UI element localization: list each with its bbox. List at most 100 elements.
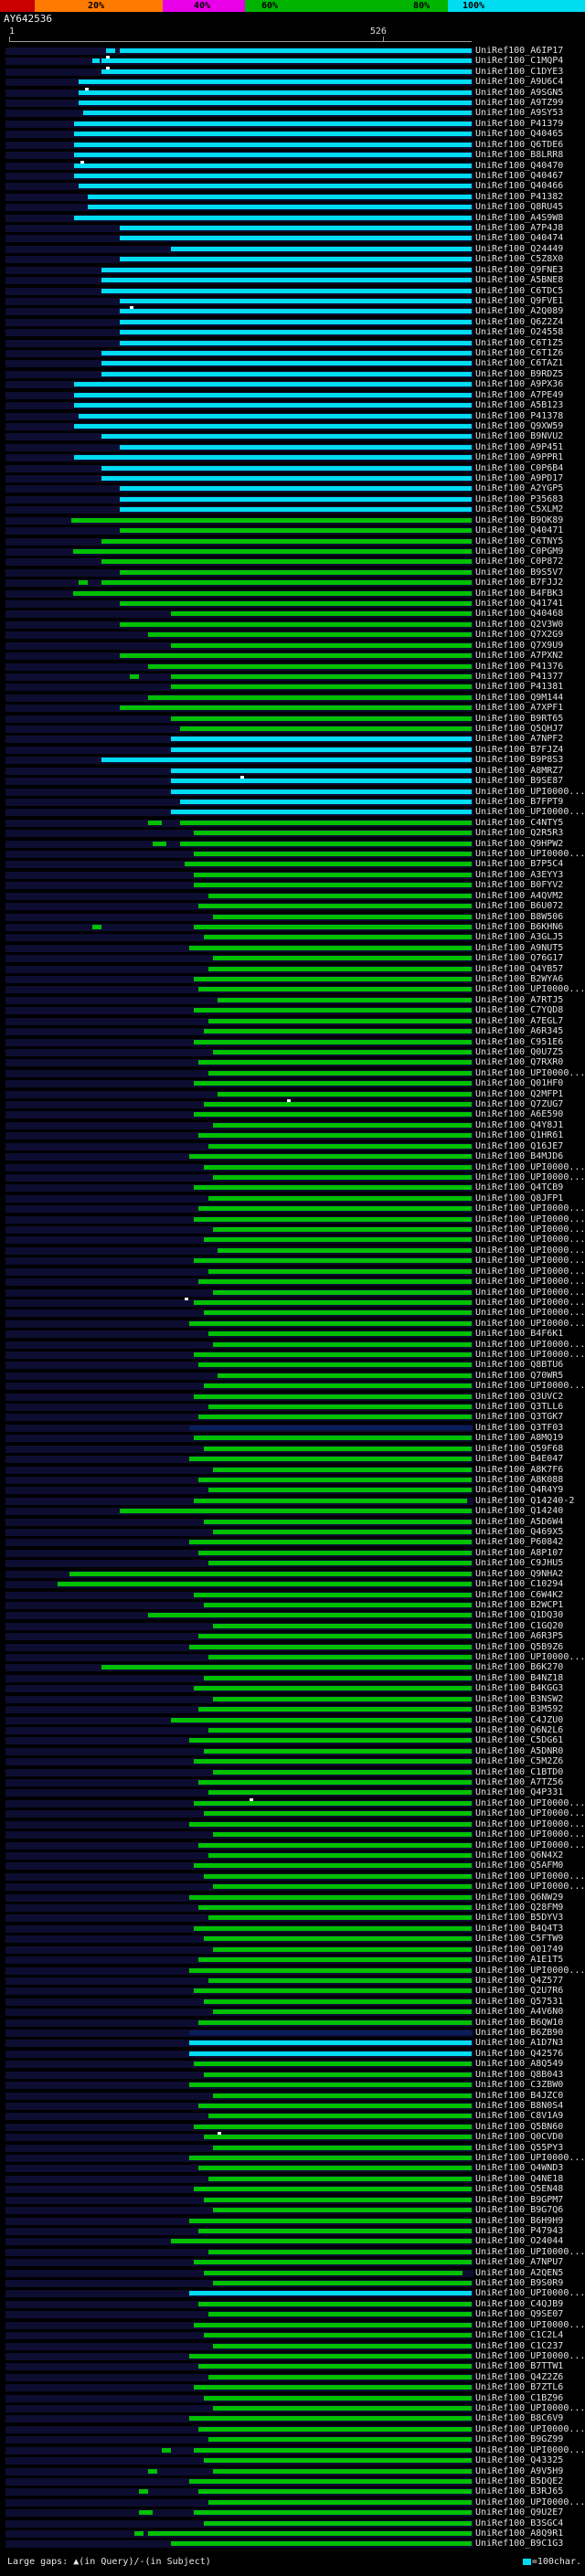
alignment-row[interactable]: UniRef100_C5XLM2 [0,504,585,514]
hit-accession-link[interactable]: UniRef100_Q28FM9 [475,1903,564,1913]
alignment-bar[interactable] [194,1394,472,1399]
alignment-row[interactable]: UniRef100_B4JZC0 [0,2091,585,2101]
alignment-bar[interactable] [101,351,472,356]
hit-accession-link[interactable]: UniRef100_B3M592 [475,1704,564,1715]
alignment-row[interactable]: UniRef100_Q28FM9 [0,1903,585,1913]
alignment-row[interactable]: UniRef100_C1MQP4 [0,56,585,66]
alignment-row[interactable]: UniRef100_A9U6C4 [0,77,585,87]
alignment-row[interactable]: UniRef100_Q7RXR0 [0,1057,585,1067]
alignment-row[interactable]: UniRef100_Q7X2G9 [0,630,585,640]
hit-accession-link[interactable]: UniRef100_C1BTD0 [475,1766,564,1777]
alignment-bar[interactable] [212,914,472,919]
alignment-row[interactable]: UniRef100_UPI0000... [0,1966,585,1976]
alignment-bar[interactable] [194,1216,472,1222]
hit-accession-link[interactable]: UniRef100_P41379 [475,118,564,129]
hit-accession-link[interactable]: UniRef100_UPI0000... [475,1224,585,1235]
alignment-row[interactable]: UniRef100_Q8B043 [0,2070,585,2080]
alignment-row[interactable]: UniRef100_UPI0000... [0,1819,585,1829]
alignment-row[interactable]: UniRef100_B5DQE2 [0,2476,585,2486]
alignment-bar[interactable] [194,2187,472,2192]
alignment-bar[interactable] [212,1289,472,1295]
hit-accession-link[interactable]: UniRef100_B8W506 [475,911,564,922]
hit-accession-link[interactable]: UniRef100_UPI0000... [475,1245,585,1256]
alignment-bar[interactable] [203,1936,472,1942]
hit-accession-link[interactable]: UniRef100_B2WCP1 [475,1599,564,1610]
alignment-row[interactable]: UniRef100_C0P6B4 [0,463,585,473]
alignment-bar[interactable] [203,1519,472,1524]
hit-accession-link[interactable]: UniRef100_Q4WND3 [475,2163,564,2174]
alignment-row[interactable]: UniRef100_Q2MFP1 [0,1089,585,1099]
hit-accession-link[interactable]: UniRef100_A5D6W4 [475,1516,564,1527]
alignment-bar[interactable] [69,1571,472,1576]
hit-accession-link[interactable]: UniRef100_Q4Z577 [475,1975,564,1986]
alignment-row[interactable]: UniRef100_Q40465 [0,129,585,139]
alignment-row[interactable]: UniRef100_Q9FNE3 [0,265,585,275]
alignment-bar[interactable] [207,1070,472,1076]
alignment-row[interactable]: UniRef100_UPI0000... [0,1203,585,1214]
alignment-row[interactable]: UniRef100_Q14240-2 [0,1496,585,1506]
alignment-row[interactable]: UniRef100_B8LRR8 [0,150,585,160]
hit-accession-link[interactable]: UniRef100_UPI0000... [475,2423,585,2434]
hit-accession-link[interactable]: UniRef100_A8K088 [475,1474,564,1485]
alignment-row[interactable]: UniRef100_C5Z8X0 [0,254,585,264]
hit-accession-link[interactable]: UniRef100_UPI0000... [475,1818,585,1829]
hit-accession-link[interactable]: UniRef100_Q3TLL6 [475,1402,564,1413]
hit-accession-link[interactable]: UniRef100_P41376 [475,661,564,672]
alignment-row[interactable]: UniRef100_Q5B9Z6 [0,1642,585,1652]
alignment-bar[interactable] [73,153,472,158]
alignment-row[interactable]: UniRef100_Q43325 [0,2455,585,2465]
hit-accession-link[interactable]: UniRef100_O24044 [475,2236,564,2247]
alignment-row[interactable]: UniRef100_B4Q4T3 [0,1924,585,1934]
hit-accession-link[interactable]: UniRef100_C0P872 [475,557,564,567]
hit-accession-link[interactable]: UniRef100_UPI0000... [475,1256,585,1267]
hit-accession-link[interactable]: UniRef100_A8MRZ7 [475,765,564,776]
alignment-bar[interactable] [194,1592,472,1597]
alignment-row[interactable]: UniRef100_Q9NHA2 [0,1569,585,1579]
alignment-row[interactable]: UniRef100_Q3TF03 [0,1423,585,1433]
hit-accession-link[interactable]: UniRef100_A9PPR1 [475,452,564,463]
hit-accession-link[interactable]: UniRef100_UPI0000... [475,1235,585,1246]
hit-accession-link[interactable]: UniRef100_A8MQ19 [475,1433,564,1444]
alignment-row[interactable]: UniRef100_B8N0S4 [0,2101,585,2111]
alignment-bar[interactable] [101,58,472,64]
alignment-row[interactable]: UniRef100_A6R345 [0,1026,585,1036]
hit-accession-link[interactable]: UniRef100_Q4TCB9 [475,1182,564,1193]
alignment-bar[interactable] [207,1915,472,1921]
alignment-bar[interactable] [189,945,472,950]
alignment-bar[interactable] [207,1331,472,1337]
hit-accession-link[interactable]: UniRef100_C1GQ20 [475,1620,564,1631]
alignment-bar[interactable] [78,90,472,95]
hit-accession-link[interactable]: UniRef100_UPI0000... [475,1350,585,1360]
alignment-bar[interactable] [212,2145,472,2150]
alignment-bar[interactable] [198,1060,472,1065]
alignment-row[interactable]: UniRef100_C10294 [0,1579,585,1589]
hit-accession-link[interactable]: UniRef100_UPI0000... [475,2319,585,2330]
alignment-bar[interactable] [198,1279,472,1285]
alignment-bar[interactable] [203,2333,472,2338]
alignment-row[interactable]: UniRef100_C951E6 [0,1037,585,1047]
alignment-bar[interactable] [212,2281,472,2286]
alignment-bar[interactable] [101,758,472,763]
alignment-bar[interactable] [189,1425,472,1430]
hit-accession-link[interactable]: UniRef100_B3SGC4 [475,2518,564,2528]
hit-accession-link[interactable]: UniRef100_A7RTJ5 [475,994,564,1005]
hit-accession-link[interactable]: UniRef100_UPI0000... [475,1277,585,1288]
alignment-bar[interactable] [212,2343,472,2348]
alignment-row[interactable]: UniRef100_UPI0000... [0,2288,585,2298]
alignment-row[interactable]: UniRef100_C1C2L4 [0,2330,585,2340]
hit-accession-link[interactable]: UniRef100_A2Q089 [475,306,564,317]
hit-accession-link[interactable]: UniRef100_A8Q549 [475,2059,564,2070]
hit-accession-link[interactable]: UniRef100_A9NUT5 [475,942,564,953]
alignment-row[interactable]: UniRef100_Q01HF0 [0,1078,585,1088]
hit-accession-link[interactable]: UniRef100_Q6N4X2 [475,1850,564,1860]
alignment-bar[interactable] [194,1081,472,1087]
alignment-row[interactable]: UniRef100_Q14240 [0,1506,585,1516]
alignment-bar[interactable] [198,1957,472,1963]
hit-accession-link[interactable]: UniRef100_Q9U2E7 [475,2507,564,2518]
alignment-bar[interactable] [73,455,472,461]
hit-accession-link[interactable]: UniRef100_A6IP17 [475,46,564,56]
hit-accession-link[interactable]: UniRef100_B9RT65 [475,713,564,724]
alignment-bar[interactable] [207,1790,472,1796]
alignment-row[interactable]: UniRef100_UPI0000... [0,2247,585,2257]
alignment-row[interactable]: UniRef100_Q4R4Y9 [0,1485,585,1495]
